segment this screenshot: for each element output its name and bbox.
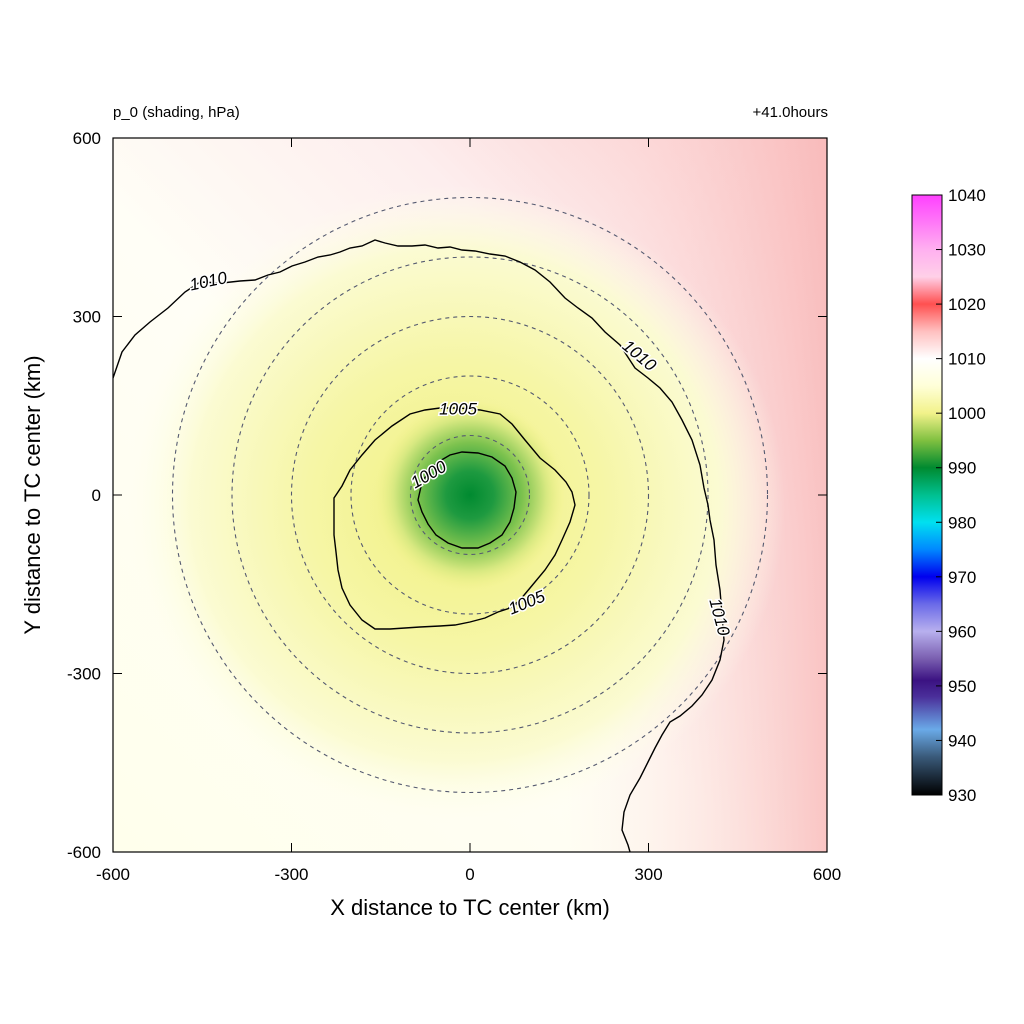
plot-frame bbox=[112, 137, 828, 853]
chart-title-left: p_0 (shading, hPa) bbox=[113, 104, 240, 121]
x-tick-label: -600 bbox=[96, 865, 130, 884]
range-rings bbox=[171, 196, 769, 794]
colorbar-tick-label: 980 bbox=[948, 513, 976, 532]
range-ring bbox=[409, 434, 531, 556]
y-tick-label: -300 bbox=[67, 665, 101, 684]
x-tick-label: 600 bbox=[813, 865, 841, 884]
colorbar-tick-label: 1030 bbox=[948, 241, 986, 260]
contour-1000 bbox=[417, 451, 517, 549]
x-tick-label: 300 bbox=[634, 865, 662, 884]
contour-label: 1005 bbox=[439, 400, 477, 419]
colorbar-tick-label: 1020 bbox=[948, 295, 986, 314]
contour-1010 bbox=[113, 239, 725, 852]
chart-title-right: +41.0hours bbox=[753, 104, 828, 121]
y-tick-label: 0 bbox=[92, 486, 101, 505]
y-tick-marks bbox=[113, 138, 827, 852]
range-ring bbox=[171, 196, 769, 794]
y-tick-labels: -600 -300 0 300 600 bbox=[67, 129, 101, 862]
y-tick-label: 600 bbox=[73, 129, 101, 148]
colorbar-tick-label: 990 bbox=[948, 459, 976, 478]
y-tick-label: -600 bbox=[67, 843, 101, 862]
contour-1005 bbox=[333, 407, 576, 630]
y-tick-label: 300 bbox=[73, 308, 101, 327]
colorbar-tick-label: 1010 bbox=[948, 350, 986, 369]
range-ring bbox=[350, 375, 590, 615]
colorbar-ticks: 930 940 950 960 970 980 990 1000 1010 1020 1030 104… bbox=[936, 186, 986, 805]
colorbar-tick-label: 950 bbox=[948, 677, 976, 696]
x-tick-marks bbox=[113, 138, 827, 852]
colorbar-tick-label: 960 bbox=[948, 622, 976, 641]
colorbar-gradient bbox=[911, 194, 943, 796]
x-tick-label: -300 bbox=[274, 865, 308, 884]
y-axis-label: Y distance to TC center (km) bbox=[20, 355, 45, 634]
colorbar-tick-label: 940 bbox=[948, 731, 976, 750]
colorbar-tick-label: 1040 bbox=[948, 186, 986, 205]
range-ring bbox=[231, 256, 709, 734]
colorbar-tick-label: 930 bbox=[948, 786, 976, 805]
colorbar-tick-label: 970 bbox=[948, 568, 976, 587]
x-tick-label: 0 bbox=[465, 865, 474, 884]
colorbar-tick-label: 1000 bbox=[948, 404, 986, 423]
x-axis-label: X distance to TC center (km) bbox=[330, 895, 610, 920]
range-ring bbox=[290, 315, 650, 675]
colorbar: 930 940 950 960 970 980 990 1000 1010 1020 1030 104… bbox=[911, 186, 986, 805]
pressure-core-shading bbox=[375, 400, 565, 590]
x-tick-labels: -600 -300 0 300 600 bbox=[96, 865, 841, 884]
